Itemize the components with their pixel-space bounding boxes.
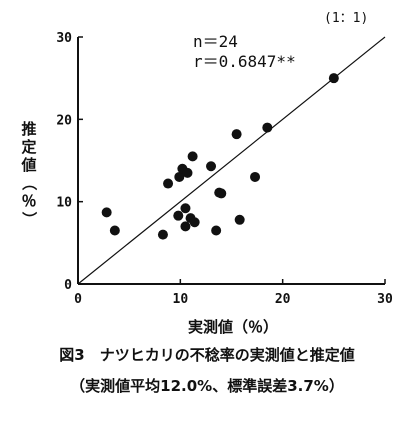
reference-line-label: (1：1) xyxy=(324,11,368,26)
data-point xyxy=(101,207,112,218)
reference-line-1-1 xyxy=(77,36,386,285)
x-tick-label: 20 xyxy=(275,292,291,307)
data-point xyxy=(174,171,185,182)
data-point xyxy=(328,73,339,84)
figure-caption-subtitle: （実測値平均12.0%、標準誤差3.7%） xyxy=(70,377,344,395)
y-axis-label-char: 推 xyxy=(21,120,36,138)
plot-area: 0 10 20 30 0 10 20 30 xyxy=(56,31,393,307)
annotation-r: r＝0.6847** xyxy=(193,52,296,71)
data-point xyxy=(173,210,184,221)
data-point xyxy=(234,214,245,225)
x-tick-label: 0 xyxy=(74,292,82,307)
data-point xyxy=(206,161,217,172)
data-point xyxy=(211,225,222,236)
y-axis-label-char: ） xyxy=(20,211,38,226)
annotation-n: n＝24 xyxy=(193,32,238,51)
data-point xyxy=(216,188,227,199)
data-point xyxy=(231,129,242,140)
x-tick-label: 10 xyxy=(173,292,189,307)
y-tick-label: 10 xyxy=(56,196,72,211)
y-tick-label: 30 xyxy=(56,31,72,46)
y-axis-label: 推定値（ ％） xyxy=(20,120,38,227)
data-point xyxy=(180,203,191,214)
figure-caption-title: 図3 ナツヒカリの不稔率の実測値と推定値 xyxy=(59,346,355,364)
y-axis-label-char: 値 xyxy=(20,156,36,174)
data-point xyxy=(109,225,120,236)
y-axis-label-char: ％ xyxy=(21,192,36,210)
x-tick-label: 30 xyxy=(377,292,393,307)
y-axis-label-char: （ xyxy=(20,175,38,190)
data-point xyxy=(180,221,191,232)
data-point xyxy=(182,167,193,178)
x-axis-label: 実測値（％） xyxy=(188,318,278,336)
data-point xyxy=(157,229,168,240)
y-axis-label-char: 定 xyxy=(21,138,36,156)
data-point xyxy=(189,217,200,228)
data-point xyxy=(250,171,261,182)
scatter-chart: 0 10 20 30 0 10 20 30 n＝24 r＝0.6847** (1：1) 実測値… xyxy=(20,11,393,336)
data-point xyxy=(262,122,273,133)
y-tick-label: 20 xyxy=(56,113,72,128)
data-point xyxy=(163,178,174,189)
data-point xyxy=(187,151,198,162)
y-tick-label: 0 xyxy=(64,278,72,293)
